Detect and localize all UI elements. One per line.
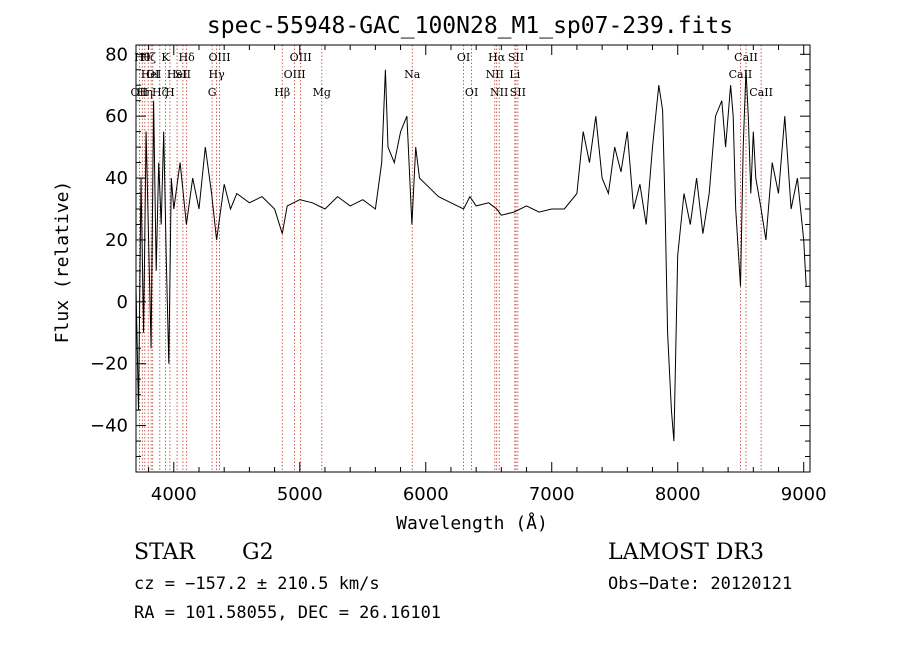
line-label-h: H (165, 86, 175, 99)
ra-dec: RA = 101.58055, DEC = 26.16101 (134, 603, 442, 623)
plot-frame (135, 44, 811, 473)
line-label-g: G (208, 86, 217, 99)
x-tick-label: 5000 (277, 484, 323, 505)
y-tick-label: 0 (117, 292, 128, 313)
object-subclass: G2 (242, 540, 274, 565)
line-label-oi: OI (465, 86, 478, 99)
x-axis: 4000 5000 6000 7000 8000 9000 (148, 45, 827, 505)
line-label-caii: CaII (734, 51, 758, 64)
line-label-hδ: Hδ (179, 51, 196, 64)
line-label-hγ: Hγ (209, 68, 226, 81)
line-label-sii: SII (175, 68, 191, 81)
line-label-sii: SII (508, 51, 524, 64)
spectrum-line (135, 69, 807, 442)
line-label-oiii: OIII (208, 51, 230, 64)
x-tick-label: 8000 (655, 484, 701, 505)
y-tick-label: 20 (105, 230, 128, 251)
line-label-oiii: OIII (284, 68, 306, 81)
line-label-k: K (161, 51, 170, 64)
line-label-mg: Mg (313, 86, 331, 99)
chart-title: spec-55948-GAC_100N28_M1_sp07-239.fits (207, 13, 733, 39)
line-label-li: Li (509, 68, 520, 81)
line-label-hβ: Hβ (274, 86, 290, 99)
line-label-hζ: Hζ (140, 51, 156, 64)
line-label-oi: OI (457, 51, 470, 64)
y-axis-label: Flux (relative) (52, 181, 73, 344)
x-axis-label: Wavelength (Å) (396, 512, 548, 534)
x-tick-label: 6000 (403, 484, 449, 505)
y-tick-label: 60 (105, 106, 128, 127)
line-label-nii: NII (490, 86, 508, 99)
y-axis: −40 −20 0 20 40 60 80 (90, 44, 810, 458)
emission-line-markers (139, 45, 762, 472)
line-label-oii: OII (131, 86, 149, 99)
line-label-hei: HeI (141, 68, 161, 81)
redshift-cz: cz = −157.2 ± 210.5 km/s (134, 574, 380, 594)
line-label-oiii: OIII (290, 51, 312, 64)
line-label-caii: CaII (749, 86, 773, 99)
line-label-hη: Hη (137, 86, 153, 99)
observation-date: Obs−Date: 20120121 (608, 574, 793, 594)
y-tick-label: 80 (105, 44, 128, 65)
object-class: STAR (134, 540, 195, 565)
x-tick-label: 7000 (529, 484, 575, 505)
line-label-oi: OI (146, 68, 159, 81)
y-tick-label: −20 (90, 354, 128, 375)
x-tick-label: 9000 (781, 484, 827, 505)
emission-line-labels: OIIHθHηHζHeIOIHζKHHeISIIHδGHγOIIIHβOIIIO… (131, 51, 773, 99)
line-label-hζ: Hζ (152, 86, 168, 99)
survey-name: LAMOST DR3 (608, 540, 764, 565)
line-label-hα: Hα (488, 51, 506, 64)
line-label-sii: SII (510, 86, 526, 99)
y-tick-label: 40 (105, 168, 128, 189)
line-label-na: Na (404, 68, 421, 81)
line-label-caii: CaII (729, 68, 753, 81)
line-label-nii: NII (486, 68, 504, 81)
x-tick-label: 4000 (151, 484, 197, 505)
line-label-hei: HeI (167, 68, 187, 81)
y-tick-label: −40 (90, 416, 128, 437)
